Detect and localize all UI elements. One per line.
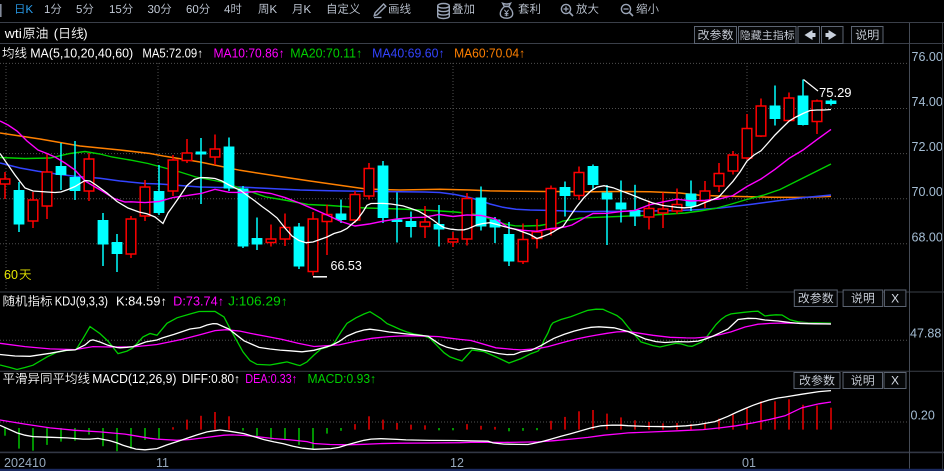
svg-text:74.00: 74.00 (912, 95, 943, 109)
svg-text:DIFF:0.80↑: DIFF:0.80↑ (182, 372, 240, 386)
svg-text:70.00: 70.00 (912, 185, 943, 199)
svg-text:11: 11 (156, 456, 169, 470)
svg-text:MA60:70.04↑: MA60:70.04↑ (454, 47, 525, 61)
svg-text:DEA:0.33↑: DEA:0.33↑ (245, 372, 297, 386)
svg-text:76.00: 76.00 (912, 50, 943, 64)
svg-text:75.29: 75.29 (819, 85, 852, 100)
svg-text:wti: wti (4, 26, 22, 41)
svg-text:60: 60 (4, 268, 18, 282)
svg-text:MA(5,10,20,40,60): MA(5,10,20,40,60) (30, 47, 133, 61)
svg-text:X: X (891, 374, 899, 388)
svg-text:47.88: 47.88 (910, 327, 941, 341)
svg-text:MACD(12,26,9): MACD(12,26,9) (92, 372, 176, 386)
svg-text:0.20: 0.20 (911, 409, 935, 423)
svg-text:01: 01 (742, 456, 756, 470)
svg-text:MA20:70.11↑: MA20:70.11↑ (290, 47, 362, 61)
svg-text:66.53: 66.53 (331, 259, 362, 273)
svg-text:72.00: 72.00 (912, 140, 943, 154)
svg-text:): ) (83, 26, 87, 41)
svg-text:MA40:69.60↑: MA40:69.60↑ (372, 47, 445, 61)
svg-text:202410: 202410 (4, 456, 46, 470)
svg-text:J:106.29↑: J:106.29↑ (228, 295, 288, 309)
svg-text:12: 12 (450, 456, 464, 470)
svg-text:MA5:72.09↑: MA5:72.09↑ (142, 47, 203, 61)
svg-text:(: ( (54, 26, 59, 41)
svg-text:68.00: 68.00 (912, 230, 943, 244)
svg-text:MACD:0.93↑: MACD:0.93↑ (308, 372, 377, 386)
svg-text:D:73.74↑: D:73.74↑ (173, 295, 224, 309)
svg-text:KDJ(9,3,3): KDJ(9,3,3) (55, 295, 108, 309)
svg-text:K:84.59↑: K:84.59↑ (116, 295, 167, 309)
svg-text:MA10:70.86↑: MA10:70.86↑ (214, 47, 285, 61)
svg-text:X: X (891, 291, 899, 305)
